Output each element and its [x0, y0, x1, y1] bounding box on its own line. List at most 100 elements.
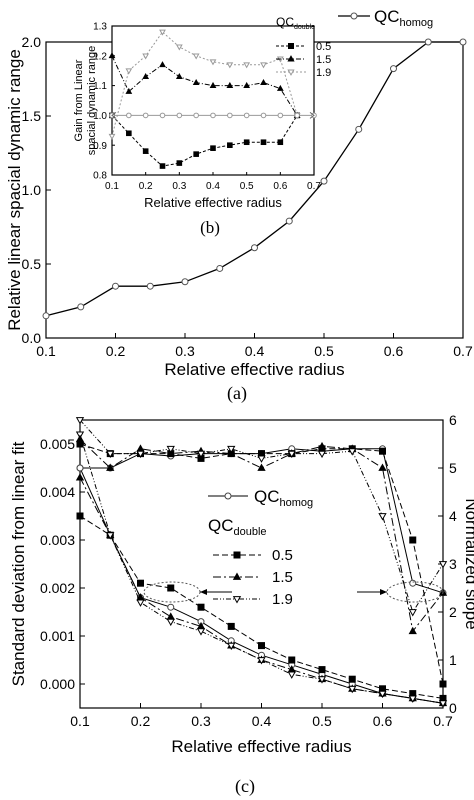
b-x-tick-label: 0.3 — [172, 181, 186, 192]
c-y2-tick-label: 2 — [449, 604, 457, 620]
b-arrowhead-right — [309, 112, 315, 119]
a-x-tick-label: 0.7 — [453, 343, 473, 359]
a-x-tick-label: 0.5 — [314, 343, 334, 359]
c-legend-marker — [232, 572, 242, 580]
b-data-point — [142, 112, 149, 119]
c-data-point — [378, 513, 387, 521]
b-data-point — [277, 139, 284, 146]
c-x-tick-label: 0.5 — [312, 713, 332, 729]
b-x-tick-label: 0.7 — [307, 181, 321, 192]
b-x-tick-label: 0.5 — [240, 181, 254, 192]
c-data-point — [408, 695, 417, 703]
b-y-tick-label: 1.2 — [93, 51, 107, 62]
a-data-point — [285, 217, 293, 225]
b-data-point — [108, 133, 116, 140]
a-x-tick-label: 0.3 — [175, 343, 195, 359]
b-data-point — [243, 62, 251, 69]
c-x-tick-label: 0.2 — [131, 713, 151, 729]
c-data-point — [75, 473, 85, 481]
c-legend-label-homog: QChomog — [254, 487, 313, 509]
c-data-point — [317, 441, 327, 450]
c-data-point — [106, 450, 115, 459]
b-data-point — [159, 112, 166, 119]
b-data-point — [210, 112, 216, 119]
b-plot-background — [112, 26, 314, 175]
c-y-tick-label: 0.003 — [40, 532, 75, 548]
b-data-point — [175, 44, 183, 51]
b-legend-label: 1.9 — [316, 67, 331, 79]
b-data-point — [126, 112, 132, 119]
b-data-point — [243, 112, 250, 119]
c-data-point — [167, 584, 175, 592]
c-data-point — [137, 579, 144, 587]
chart-a: 0.1 0.2 0.3 0.4 0.5 0.6 0.70.00.51.01.52.0Rela… — [5, 7, 473, 379]
a-data-point — [251, 244, 258, 252]
a-y-tick-label: 2.0 — [22, 34, 42, 50]
c-y2-tick-label: 0 — [449, 700, 457, 716]
c-data-point — [106, 532, 115, 540]
c-right-arrowhead — [380, 589, 387, 595]
a-x-axis-title: Relative effective radius — [164, 360, 344, 379]
c-data-point — [196, 628, 206, 636]
c-plot-frame — [79, 419, 444, 709]
c-data-point — [196, 450, 206, 459]
c-y-tick-label: 0.002 — [40, 580, 75, 596]
c-data-point — [348, 448, 357, 456]
c-y2-tick-label: 6 — [449, 412, 457, 428]
c-data-point — [106, 463, 115, 471]
c-series-line-2 — [79, 477, 444, 704]
c-data-point — [288, 656, 296, 664]
b-y-tick-label: 1.0 — [93, 111, 107, 122]
c-data-point — [257, 657, 266, 665]
a-legend-marker — [350, 12, 358, 20]
b-data-point — [175, 72, 183, 79]
c-data-point — [287, 450, 296, 459]
b-data-point — [193, 112, 199, 119]
b-data-point — [176, 112, 183, 119]
c-data-point — [136, 450, 145, 459]
c-legend-marker — [224, 492, 232, 500]
b-legend-marker — [287, 55, 295, 62]
a-data-point — [181, 278, 189, 286]
b-data-point — [193, 151, 199, 157]
b-y-tick-label: 1.3 — [93, 22, 107, 33]
c-y2-tick-label: 5 — [449, 460, 457, 476]
b-data-point — [227, 142, 233, 148]
b-data-point — [142, 53, 150, 60]
b-data-point — [176, 160, 183, 166]
a-data-point — [112, 282, 119, 290]
b-legend-label: 0.5 — [316, 41, 331, 53]
c-data-point — [136, 599, 145, 607]
c-data-point — [166, 612, 175, 620]
a-data-point — [216, 264, 224, 272]
c-data-point — [348, 685, 357, 694]
c-y-axis-title: Standard deviation from linear fit — [9, 441, 28, 686]
b-y-tick-label: 1.1 — [93, 81, 107, 92]
b-series-line-1 — [111, 55, 298, 116]
c-legend-label: 1.9 — [272, 591, 293, 608]
b-legend-label: 1.5 — [316, 54, 331, 66]
b-legend-marker — [287, 69, 295, 76]
c-y-tick-label: 0.001 — [40, 628, 75, 644]
b-legend-title: QCdouble — [276, 15, 315, 31]
a-y-tick-label: 1.0 — [22, 182, 42, 198]
b-y-axis-title-line2: spacial dynamic range — [86, 46, 98, 155]
c-x-tick-label: 0.1 — [70, 713, 90, 729]
caption-a: (a) — [227, 383, 247, 404]
c-legend-title-double: QCdouble — [208, 516, 267, 538]
a-data-point — [146, 282, 154, 290]
c-data-point — [438, 700, 448, 708]
b-data-point — [243, 139, 250, 146]
b-data-point — [226, 81, 234, 88]
c-legend-label: 0.5 — [272, 547, 293, 564]
c-data-point — [227, 642, 236, 651]
c-y2-axis-title: Normalized slope — [462, 498, 474, 629]
c-y-tick-label: 0.004 — [40, 484, 75, 500]
c-x-tick-label: 0.4 — [252, 713, 272, 729]
b-y-tick-label: 0.9 — [93, 141, 107, 152]
b-data-point — [125, 87, 133, 94]
b-x-tick-label: 0.4 — [206, 181, 220, 192]
caption-b: (b) — [200, 218, 220, 237]
c-data-point — [379, 447, 386, 455]
b-data-point — [210, 145, 216, 151]
